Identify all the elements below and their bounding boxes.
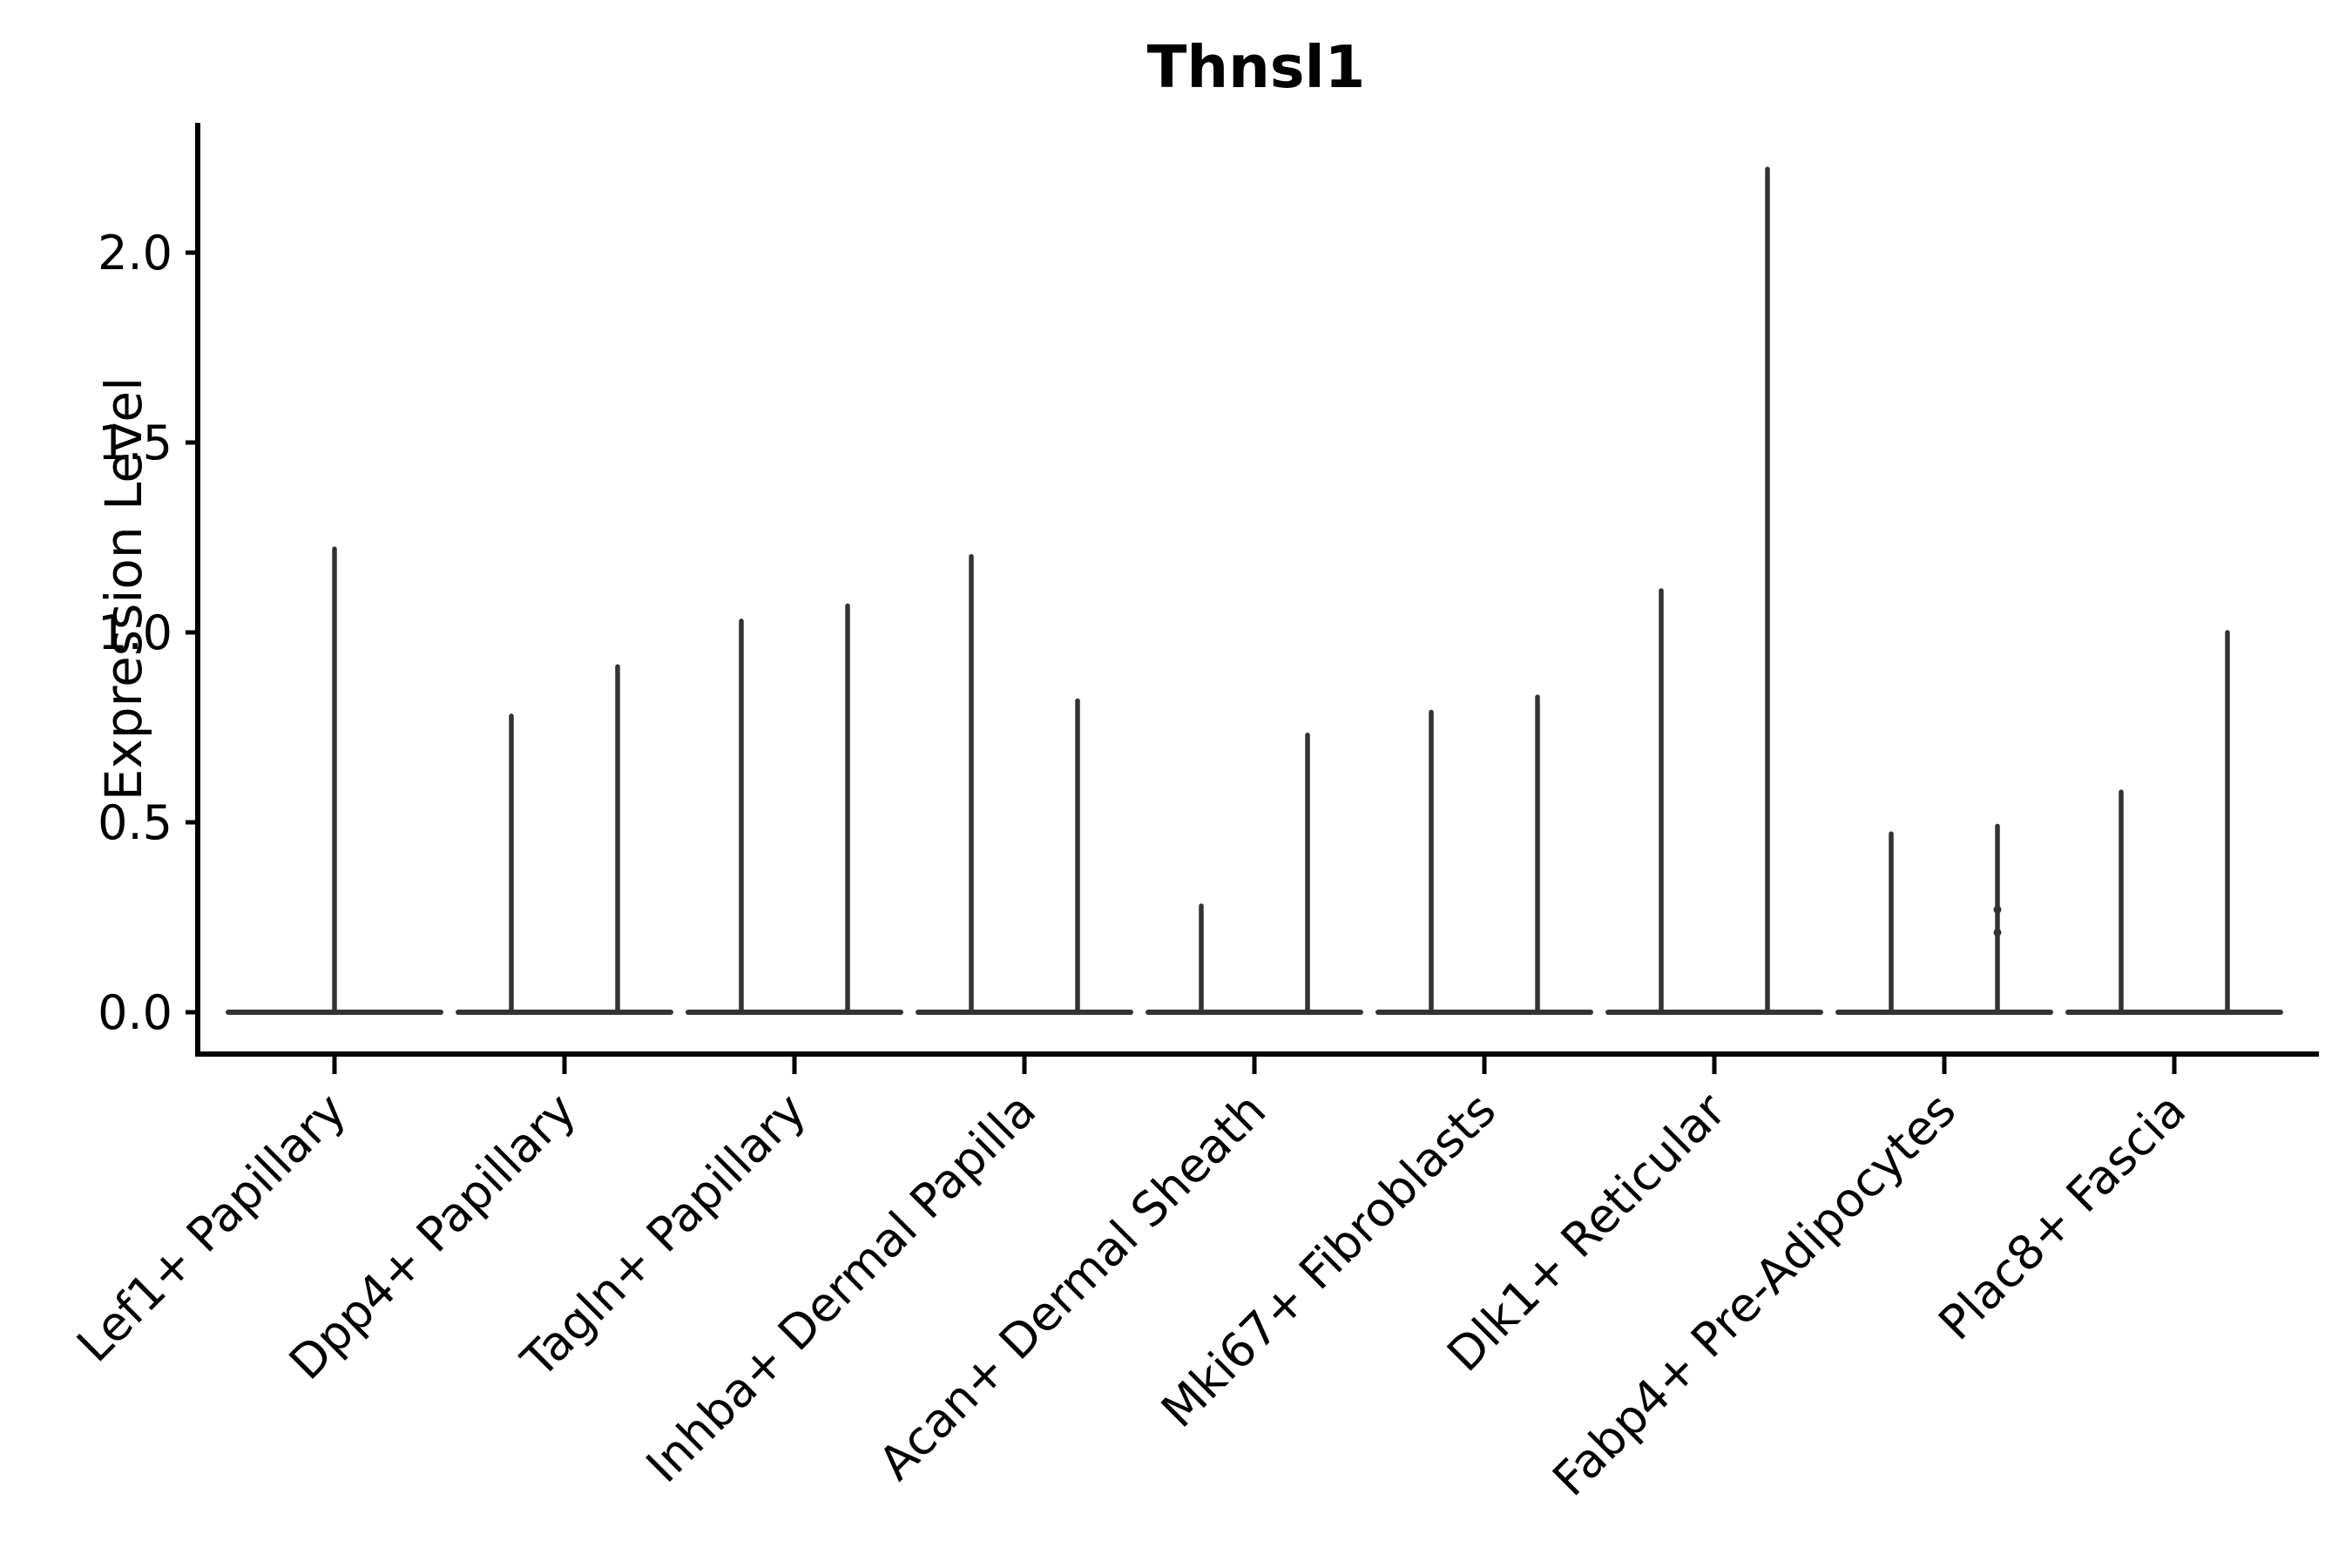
y-tick-label: 1.5 <box>98 416 172 470</box>
y-tick-label: 0.0 <box>98 985 172 1040</box>
x-tick-label: Plac8+ Fascia <box>1928 1083 2196 1351</box>
y-tick-label: 2.0 <box>98 226 172 280</box>
violin-bump-dot <box>1993 905 2002 914</box>
x-tick-label: Acan+ Dermal Sheath <box>868 1083 1276 1490</box>
y-tick-label: 1.0 <box>98 605 172 660</box>
x-tick-label: Inhba+ Dermal Papilla <box>636 1083 1046 1493</box>
x-tick-label: Fabp4+ Pre-Adipocytes <box>1542 1083 1966 1507</box>
y-tick-label: 0.5 <box>98 795 172 850</box>
y-axis-label: Expression Level <box>94 377 153 801</box>
chart-title: Thnsl1 <box>1147 33 1366 101</box>
violin-bump-dot <box>1993 928 2002 936</box>
